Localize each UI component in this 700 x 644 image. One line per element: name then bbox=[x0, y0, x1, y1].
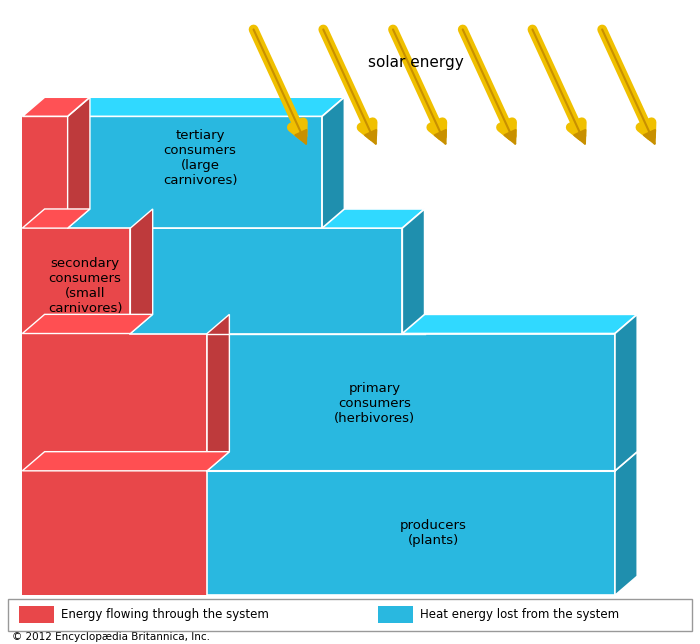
Polygon shape bbox=[322, 97, 344, 228]
Polygon shape bbox=[207, 451, 637, 471]
Text: producers
(plants): producers (plants) bbox=[400, 519, 467, 547]
Polygon shape bbox=[207, 314, 230, 471]
Polygon shape bbox=[207, 334, 615, 471]
Polygon shape bbox=[207, 314, 637, 334]
Polygon shape bbox=[22, 117, 207, 596]
Polygon shape bbox=[130, 209, 425, 228]
Polygon shape bbox=[615, 314, 637, 471]
Polygon shape bbox=[378, 605, 413, 623]
Polygon shape bbox=[22, 451, 230, 471]
Text: © 2012 Encyclopædia Britannica, Inc.: © 2012 Encyclopædia Britannica, Inc. bbox=[12, 632, 210, 642]
Text: primary
consumers
(herbivores): primary consumers (herbivores) bbox=[334, 383, 415, 425]
Text: Heat energy lost from the system: Heat energy lost from the system bbox=[420, 608, 619, 621]
Polygon shape bbox=[130, 209, 153, 334]
Polygon shape bbox=[68, 117, 322, 228]
Polygon shape bbox=[68, 97, 344, 117]
Polygon shape bbox=[8, 598, 692, 630]
Polygon shape bbox=[68, 97, 90, 228]
Polygon shape bbox=[22, 314, 153, 334]
Text: solar energy: solar energy bbox=[368, 55, 464, 70]
Text: Energy flowing through the system: Energy flowing through the system bbox=[61, 608, 269, 621]
Text: tertiary
consumers
(large
carnivores): tertiary consumers (large carnivores) bbox=[163, 129, 237, 187]
Text: secondary
consumers
(small
carnivores): secondary consumers (small carnivores) bbox=[48, 256, 122, 315]
Polygon shape bbox=[207, 471, 615, 596]
Polygon shape bbox=[22, 97, 90, 117]
Polygon shape bbox=[402, 209, 425, 334]
Polygon shape bbox=[130, 228, 402, 334]
Polygon shape bbox=[22, 209, 90, 228]
Polygon shape bbox=[19, 605, 54, 623]
Polygon shape bbox=[615, 451, 637, 596]
